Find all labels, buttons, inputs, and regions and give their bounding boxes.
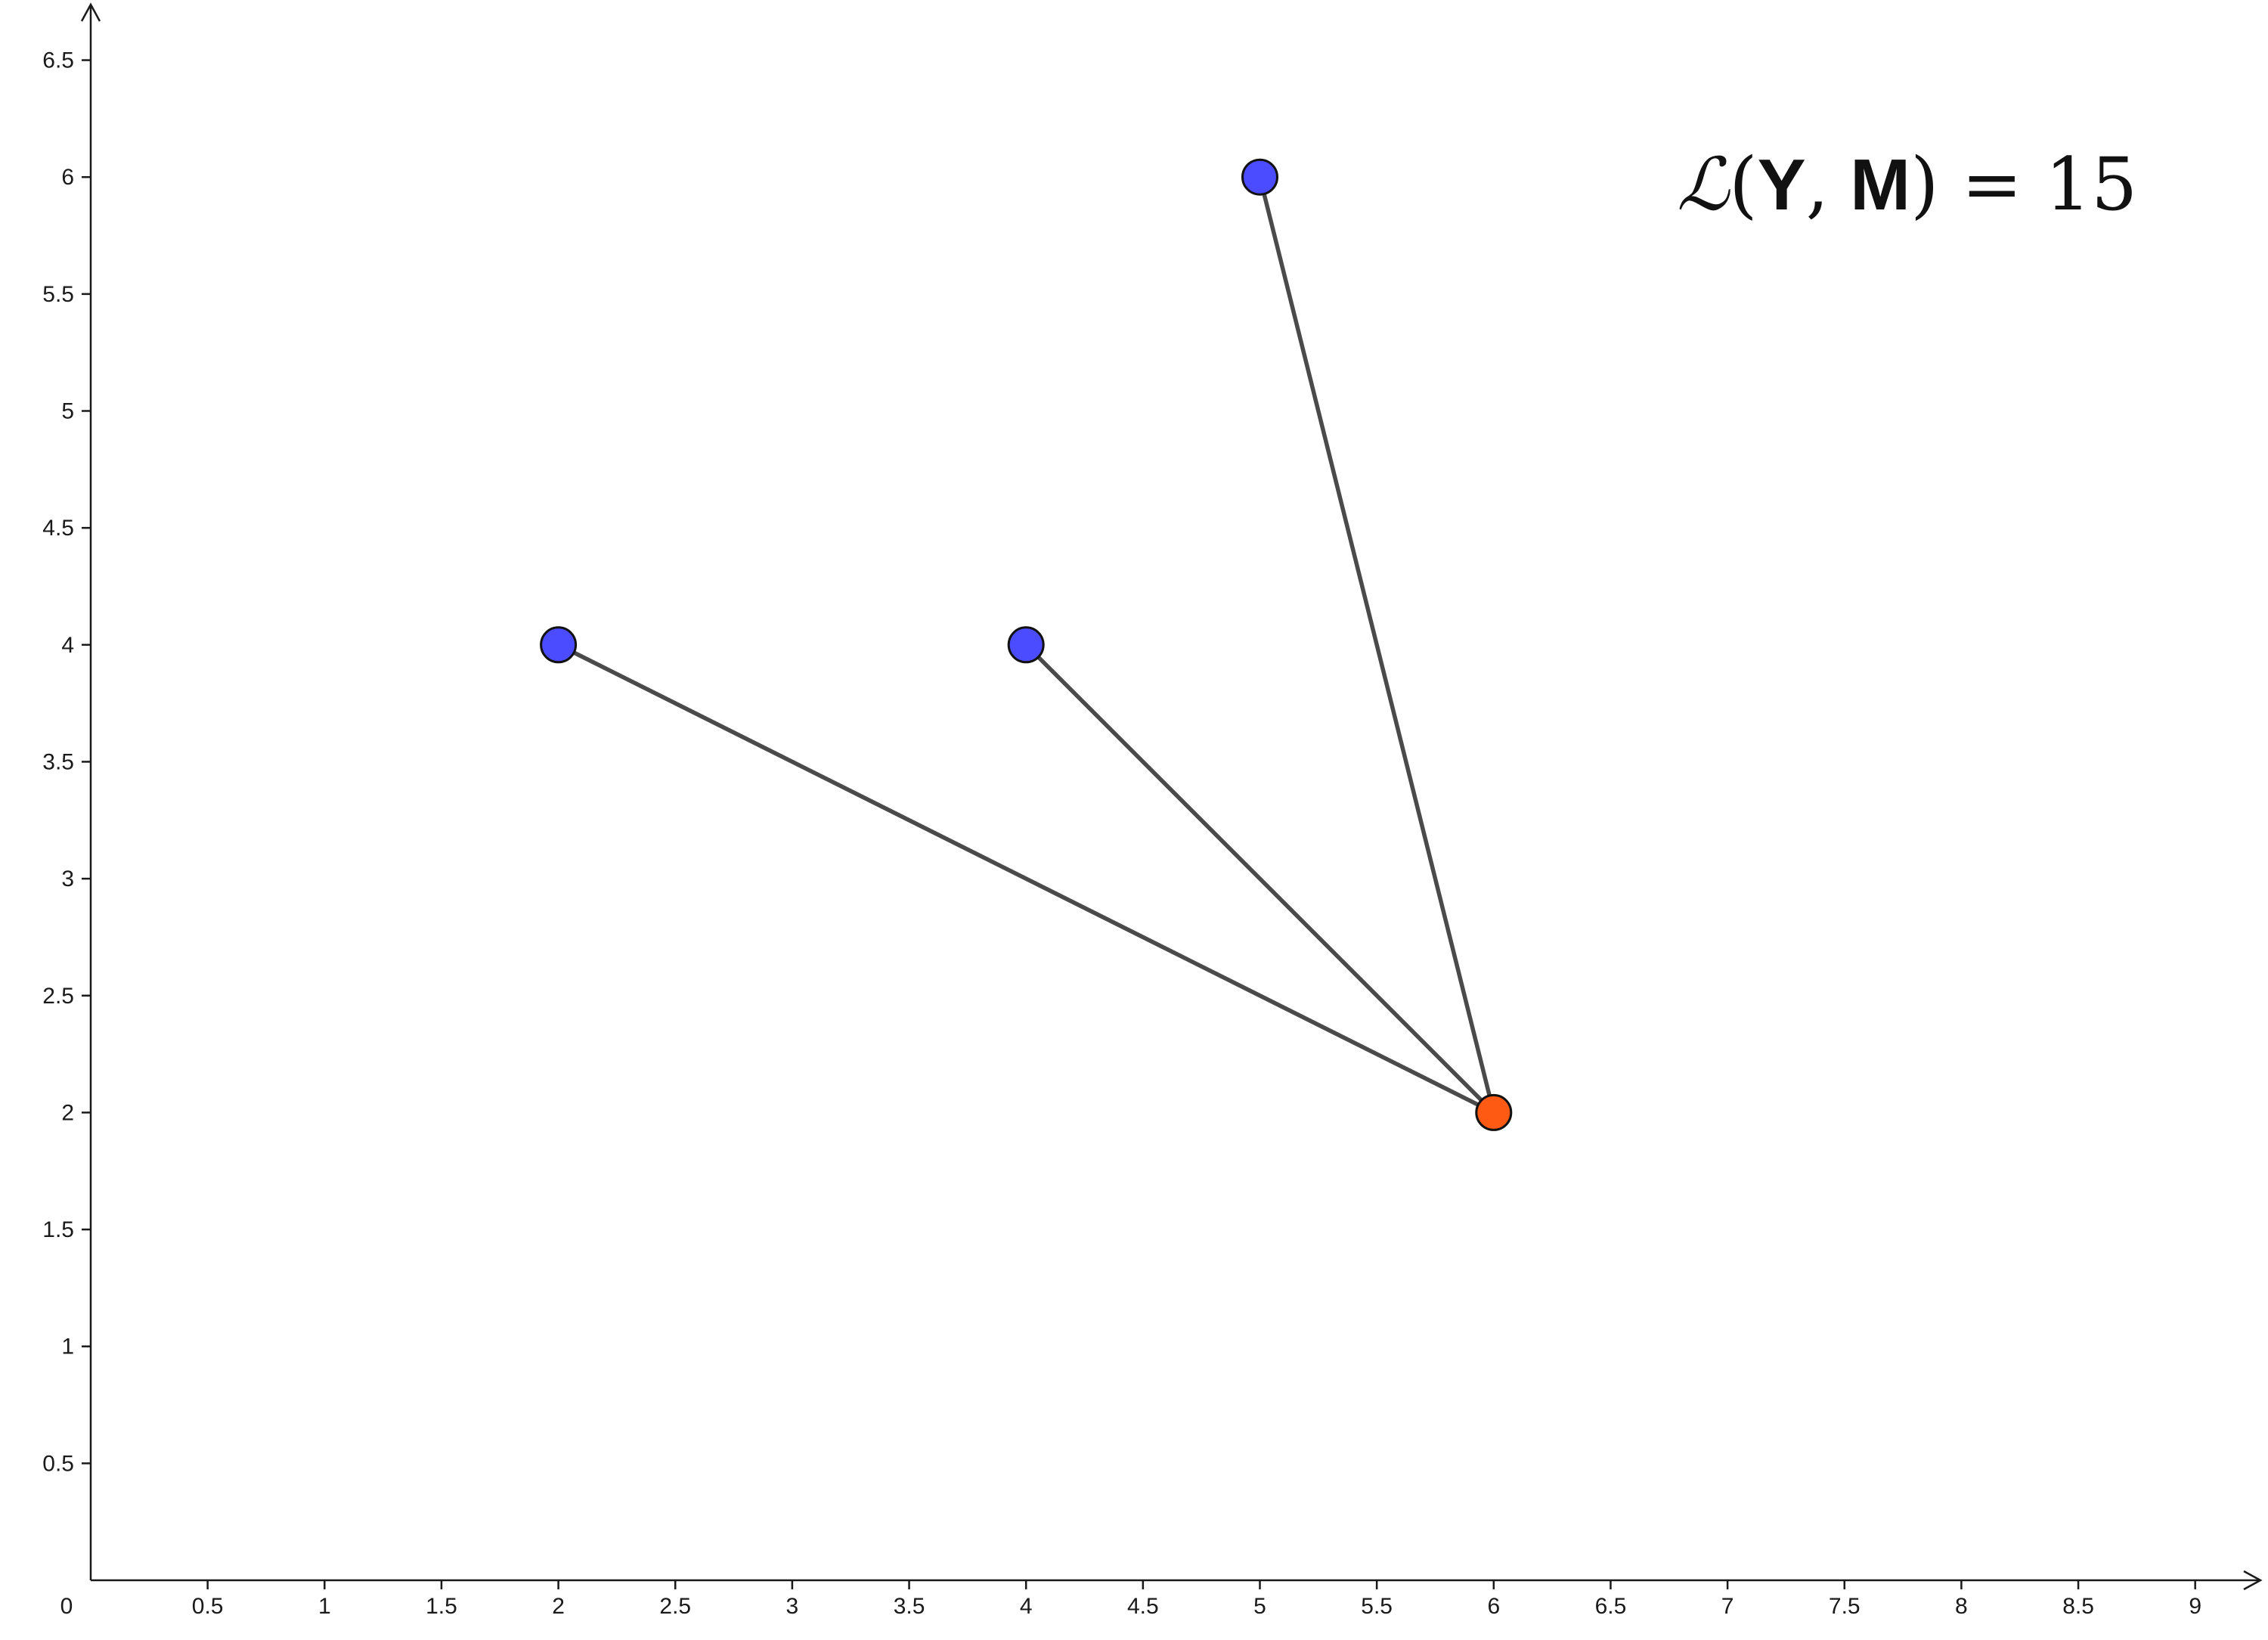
x-tick-label: 4 [1020, 1594, 1033, 1619]
x-tick-label: 0.5 [192, 1594, 224, 1619]
x-tick-label: 3 [786, 1594, 799, 1619]
x-tick-label: 6.5 [1595, 1594, 1627, 1619]
origin-label: 0 [60, 1594, 73, 1619]
y-axis-ticks: 0.5 1 1.5 2 2.5 3 3.5 4 4.5 5 5.5 6 6.5 [42, 48, 91, 1476]
y-tick-label: 4.5 [42, 516, 74, 541]
axes: 0 [60, 2, 2263, 1619]
distance-segment [556, 643, 1496, 1115]
x-tick-label: 1.5 [426, 1594, 457, 1619]
x-tick-label: 6 [1487, 1594, 1500, 1619]
x-tick-label: 1 [318, 1594, 331, 1619]
formula-arg-m: M [1850, 144, 1911, 225]
loss-symbol: ℒ [1677, 142, 1730, 227]
formula-value: 15 [2045, 142, 2138, 227]
x-tick-label: 3.5 [894, 1594, 925, 1619]
x-tick-label: 7 [1721, 1594, 1734, 1619]
y-tick-label: 6 [61, 165, 74, 190]
x-tick-label: 5.5 [1361, 1594, 1393, 1619]
x-tick-label: 4.5 [1127, 1594, 1159, 1619]
x-tick-label: 8 [1955, 1594, 1968, 1619]
y-tick-label: 3 [61, 867, 74, 891]
y-tick-label: 0.5 [42, 1451, 74, 1476]
y-tick-label: 3.5 [42, 749, 74, 774]
data-point [540, 626, 578, 664]
formula-equals: = [1961, 142, 2022, 227]
loss-formula: ℒ(Y, M) = 15 [1677, 148, 2137, 222]
x-tick-label: 2 [552, 1594, 565, 1619]
center-point [1475, 1093, 1513, 1131]
formula-comma: , [1805, 142, 1830, 227]
data-points [540, 158, 1513, 1131]
y-tick-label: 2 [61, 1100, 74, 1125]
distance-segment [1024, 643, 1496, 1115]
y-tick-label: 5.5 [42, 282, 74, 307]
formula-arg-y: Y [1757, 144, 1806, 225]
y-tick-label: 1.5 [42, 1217, 74, 1242]
x-tick-label: 2.5 [659, 1594, 691, 1619]
y-tick-label: 5 [61, 399, 74, 424]
y-axis-arrow [80, 2, 101, 22]
data-point [1241, 158, 1278, 196]
distance-segments [556, 175, 1496, 1115]
y-tick-label: 6.5 [42, 48, 74, 73]
distance-segment [1257, 175, 1496, 1115]
y-tick-label: 2.5 [42, 984, 74, 1009]
x-tick-label: 7.5 [1829, 1594, 1861, 1619]
x-axis-ticks: 0.5 1 1.5 2 2.5 3 3.5 4 4.5 5 5.5 6 6.5 7 7.5 8 8.5 9 [192, 1580, 2201, 1619]
x-tick-label: 9 [2189, 1594, 2201, 1619]
y-tick-label: 1 [61, 1335, 74, 1359]
x-tick-label: 5 [1253, 1594, 1266, 1619]
formula-close-paren: ) [1910, 142, 1939, 227]
x-axis-arrow [2243, 1570, 2263, 1591]
formula-open-paren: ( [1729, 142, 1758, 227]
x-tick-label: 8.5 [2062, 1594, 2094, 1619]
y-tick-label: 4 [61, 633, 74, 658]
data-point [1007, 626, 1045, 664]
